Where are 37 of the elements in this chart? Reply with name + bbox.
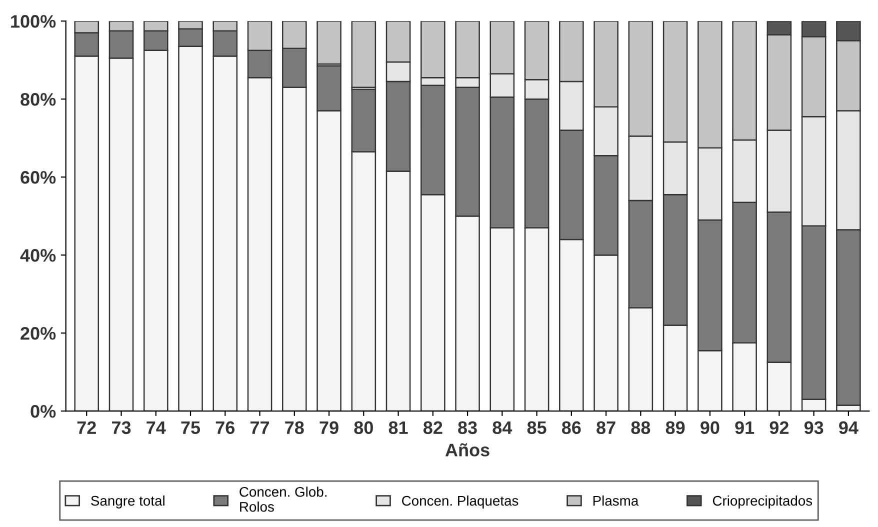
x-tick-label: 77 [250,421,270,434]
bar [351,21,376,88]
x-tick-label: 84 [492,421,512,434]
x-tick-label: 92 [770,421,789,434]
legend-label: Concen. Glob. Rolos [240,486,326,512]
y-tick-label: 60% [20,171,56,184]
y-tick-label: 40% [20,249,56,262]
x-tick-label: 78 [285,421,304,434]
x-tick-label: 94 [839,421,858,434]
bar [316,21,342,65]
x-tick-label: 80 [354,421,373,434]
x-tick-label: 89 [666,421,685,434]
x-tick-label: 88 [631,421,650,434]
x-tick-label: 73 [112,421,131,434]
x-tick-label: 82 [423,421,442,434]
y-tick-label: 20% [20,327,56,340]
x-tick-label: 83 [458,421,477,434]
y-tick-label: 100% [11,15,56,28]
x-tick-label: 79 [320,421,338,434]
x-tick-label: 76 [216,421,235,434]
x-axis-title: Años [445,443,490,456]
x-tick-label: 81 [388,421,408,434]
y-tick-label: 80% [20,93,56,106]
legend-label: Plasma [593,496,639,506]
x-tick-label: 74 [146,421,166,434]
x-tick-label: 86 [562,421,581,434]
legend-label: Sangre total [91,496,164,508]
x-tick-label: 90 [700,421,720,434]
x-tick-label: 87 [596,421,616,434]
legend-label: Crioprecipitados [712,496,812,508]
x-tick-label: 93 [804,421,824,434]
x-tick-label: 85 [527,421,546,434]
x-tick-label: 75 [181,421,200,434]
x-tick-label: 72 [77,421,96,434]
y-tick-label: 0% [30,404,56,418]
legend-label: Concen. Plaquetas [402,496,518,508]
x-tick-label: 91 [735,421,754,434]
